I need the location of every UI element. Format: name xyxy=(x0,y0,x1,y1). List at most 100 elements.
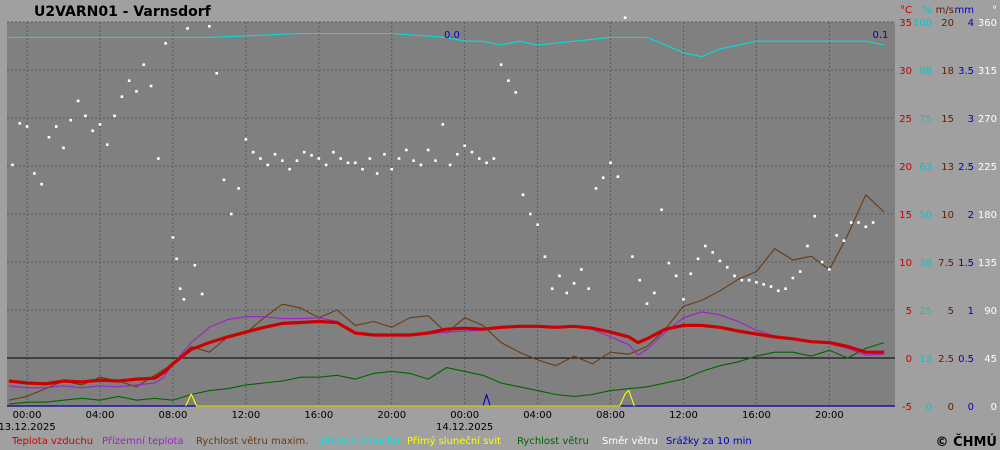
wind-direction-point xyxy=(769,285,773,288)
wind-direction-point xyxy=(798,270,802,273)
x-tick-label: 04:00 xyxy=(523,410,552,421)
wind-direction-point xyxy=(40,182,43,186)
wind-direction-point xyxy=(346,161,350,165)
precipitation-annotation: 0.1 xyxy=(872,30,888,41)
wind-direction-point xyxy=(725,266,729,269)
wind-direction-point xyxy=(412,159,415,162)
legend-entry: Srážky za 10 min xyxy=(666,435,752,447)
wind-direction-point xyxy=(266,163,270,167)
y-tick-label: 2 xyxy=(968,210,974,221)
wind-direction-point xyxy=(543,255,547,258)
wind-direction-point xyxy=(871,221,875,224)
y-tick-label: 5 xyxy=(906,306,912,317)
wind-direction-point xyxy=(572,282,576,285)
legend-entry: Rychlost větru xyxy=(517,435,589,447)
y-tick-label: 315 xyxy=(978,66,997,77)
wind-direction-point xyxy=(828,268,831,271)
wind-direction-point xyxy=(98,123,102,126)
wind-direction-point xyxy=(514,91,518,94)
legend: Teplota vzduchu Přízemní teplota Rychlost … xyxy=(11,435,752,447)
wind-direction-point xyxy=(529,212,532,216)
wind-direction-point xyxy=(477,157,481,160)
y-tick-label: 0 xyxy=(948,402,954,413)
wind-direction-point xyxy=(580,268,583,271)
y-tick-label: 90 xyxy=(984,306,997,317)
y-tick-label: 88 xyxy=(919,66,932,77)
wind-direction-point xyxy=(777,289,780,293)
wind-direction-point xyxy=(616,175,620,178)
wind-direction-point xyxy=(499,63,503,66)
wind-direction-point xyxy=(448,163,452,167)
x-tick-label: 00:00 xyxy=(13,410,42,421)
axis-labels: 0.0 0.1 00:00 04:00 08:00 12:00 16:00 20:00 00:0… xyxy=(0,5,997,433)
wind-direction-point xyxy=(631,255,634,258)
wind-direction-point xyxy=(62,146,65,150)
y-tick-label: 0 xyxy=(968,402,974,413)
wind-direction-point xyxy=(397,157,401,160)
wind-direction-point xyxy=(11,163,14,167)
y-tick-label: 13 xyxy=(919,354,932,365)
y-tick-label: 270 xyxy=(978,114,997,125)
legend-entry: Teplota vzduchu xyxy=(11,436,93,447)
wind-direction-point xyxy=(594,187,598,190)
y-tick-label: 50 xyxy=(919,210,932,221)
x-tick-label: 16:00 xyxy=(304,410,333,421)
wind-direction-point xyxy=(175,257,178,261)
x-tick-label: 08:00 xyxy=(159,410,188,421)
wind-direction-point xyxy=(660,208,663,212)
y-tick-label: -5 xyxy=(902,402,912,413)
wind-direction-point xyxy=(332,150,335,154)
wind-direction-point xyxy=(718,259,722,263)
wind-direction-point xyxy=(33,172,36,175)
legend-entry: Směr větru xyxy=(602,435,658,447)
y-tick-label: 25 xyxy=(919,306,932,317)
wind-direction-point xyxy=(288,167,291,171)
wind-direction-point xyxy=(310,154,313,157)
x-tick-label: 12:00 xyxy=(669,410,698,421)
copyright-label: © ČHMÚ xyxy=(936,434,997,450)
precipitation-annotation: 0.0 xyxy=(444,30,460,41)
wind-direction-point xyxy=(849,221,853,224)
wind-direction-point xyxy=(601,176,605,180)
wind-direction-point xyxy=(733,274,736,278)
y-tick-label: 20 xyxy=(941,18,954,29)
wind-direction-point xyxy=(157,157,160,160)
y-tick-label: 0 xyxy=(991,402,997,413)
wind-direction-point xyxy=(361,167,364,171)
x-tick-label: 12:00 xyxy=(231,410,260,421)
series-layer xyxy=(8,16,895,407)
wind-direction-point xyxy=(463,144,466,148)
y-tick-label: 1 xyxy=(968,306,974,317)
date-label: 14.12.2025 xyxy=(436,422,493,433)
axis-unit-label: ° xyxy=(992,5,997,16)
wind-direction-point xyxy=(645,302,649,305)
wind-direction-point xyxy=(609,161,612,165)
wind-direction-point xyxy=(550,287,554,290)
wind-direction-point xyxy=(178,287,182,290)
wind-direction-point xyxy=(470,150,474,154)
wind-direction-point xyxy=(689,272,693,276)
wind-direction-point xyxy=(696,257,700,261)
series-teplota-vzduchu xyxy=(8,319,885,386)
wind-direction-point xyxy=(171,236,175,239)
wind-direction-point xyxy=(251,150,255,154)
y-tick-label: 4 xyxy=(968,18,974,29)
y-tick-label: 10 xyxy=(899,258,912,269)
y-tick-label: 30 xyxy=(899,66,912,77)
wind-direction-point xyxy=(120,95,124,98)
y-tick-label: 225 xyxy=(978,162,997,173)
wind-direction-point xyxy=(164,42,167,45)
x-tick-label: 20:00 xyxy=(815,410,844,421)
wind-direction-point xyxy=(244,138,248,141)
wind-direction-point xyxy=(747,278,751,282)
wind-direction-point xyxy=(390,167,394,171)
wind-direction-point xyxy=(208,24,211,28)
wind-direction-point xyxy=(653,291,656,295)
wind-direction-point xyxy=(47,135,51,139)
wind-direction-point xyxy=(91,129,95,133)
y-tick-label: 1.5 xyxy=(958,258,974,269)
y-tick-label: 2.5 xyxy=(938,354,954,365)
wind-direction-point xyxy=(492,157,496,160)
wind-direction-point xyxy=(842,239,846,242)
legend-entry: Rychlost větru maxim. xyxy=(196,435,308,447)
